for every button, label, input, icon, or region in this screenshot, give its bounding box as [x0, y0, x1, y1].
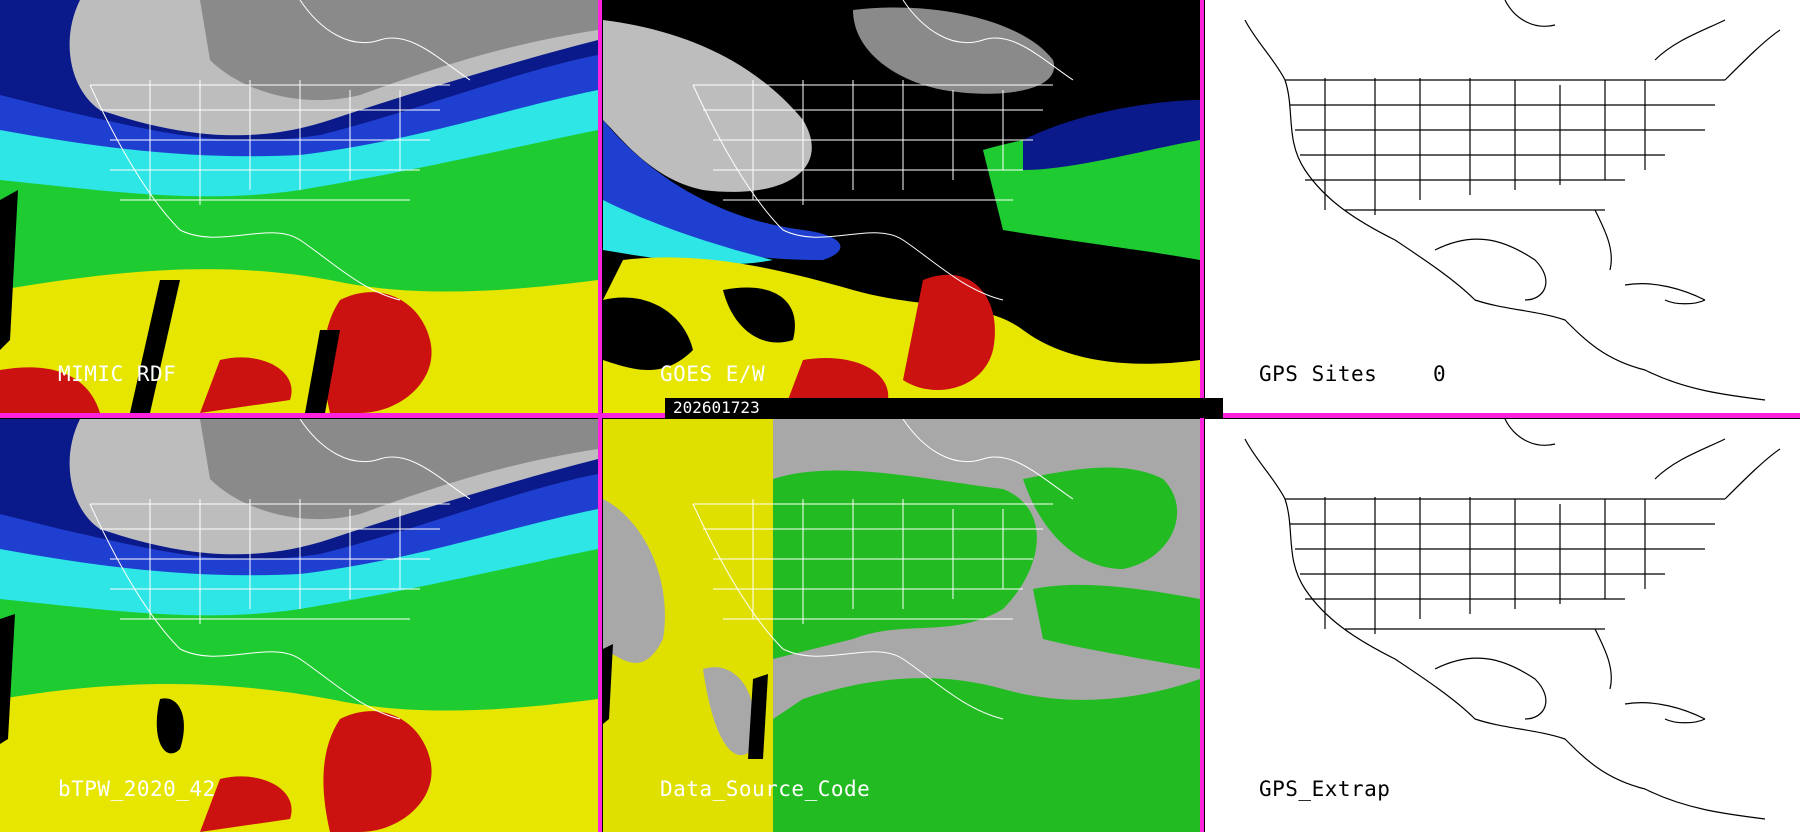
- gps-sites-panel: GPS Sites 0: [1205, 0, 1800, 413]
- goes-ew-panel: GOES E/W: [603, 0, 1200, 413]
- data-source-label: Data_Source_Code: [660, 777, 871, 801]
- gps-sites-map: [1244, 0, 1781, 401]
- btpw-map: [0, 419, 598, 832]
- mimic-rdf-label: MIMIC RDF: [58, 362, 177, 386]
- data-source-map: [603, 419, 1200, 832]
- mimic-rdf-map: [0, 0, 598, 413]
- gps-extrap-panel: GPS_Extrap: [1205, 419, 1800, 832]
- gps-extrap-label: GPS_Extrap: [1259, 777, 1391, 801]
- btpw-panel: bTPW_2020_42: [0, 419, 598, 832]
- btpw-label: bTPW_2020_42: [58, 777, 216, 801]
- gps-sites-count: 0: [1433, 362, 1447, 386]
- goes-ew-map: [603, 0, 1200, 413]
- goes-ew-label: GOES E/W: [660, 362, 766, 386]
- gps-sites-label: GPS Sites: [1259, 362, 1378, 386]
- gps-extrap-map: [1244, 419, 1781, 820]
- data-source-panel: Data_Source_Code: [603, 419, 1200, 832]
- mimic-rdf-panel: MIMIC RDF: [0, 0, 598, 413]
- timestamp-bar: 202601723: [665, 398, 1223, 418]
